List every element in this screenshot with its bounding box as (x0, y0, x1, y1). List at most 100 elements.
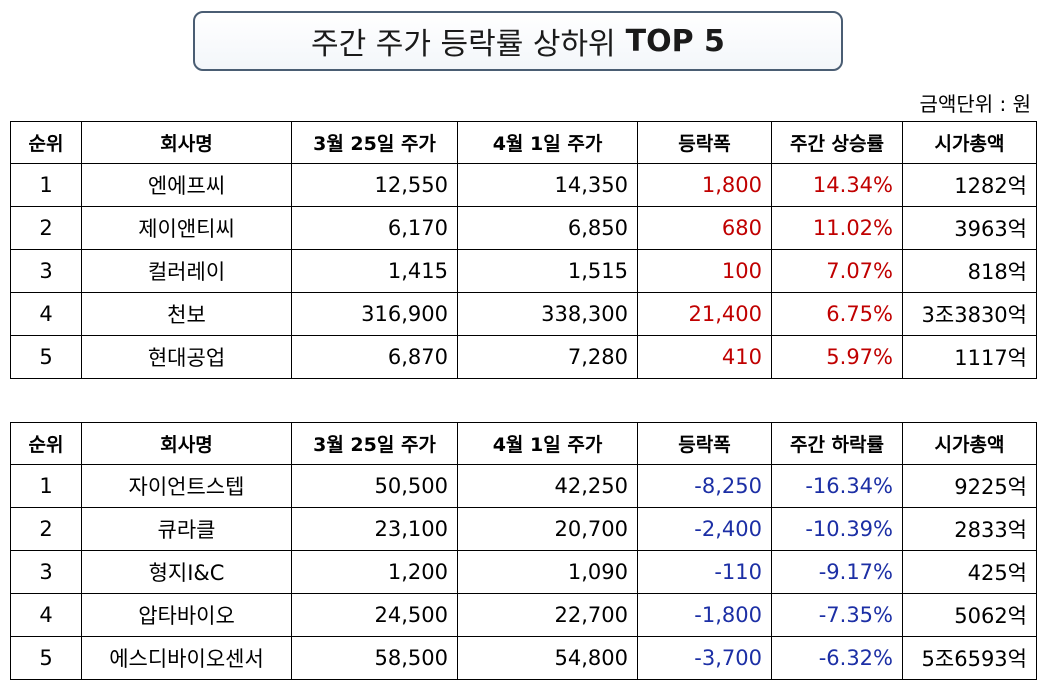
price-mar25-cell: 12,550 (291, 163, 458, 207)
change-cell: 680 (637, 206, 772, 250)
table-row: 4 천보 316,900 338,300 21,400 6.75% 3조3830… (10, 292, 1037, 336)
market-cap-cell: 425억 (902, 550, 1037, 594)
rate-cell: -16.34% (771, 464, 903, 508)
top-gainers-table: 순위 회사명 3월 25일 주가 4월 1일 주가 등락폭 주간 상승률 시가총… (10, 121, 1037, 379)
market-cap-cell: 3조3830억 (902, 292, 1037, 336)
change-cell: -110 (637, 550, 772, 594)
price-apr1-cell: 6,850 (457, 206, 638, 250)
rate-cell: 11.02% (771, 206, 903, 250)
price-apr1-cell: 54,800 (457, 636, 638, 680)
header-price-mar25: 3월 25일 주가 (291, 121, 458, 164)
price-mar25-cell: 24,500 (291, 593, 458, 637)
header-change: 등락폭 (637, 422, 772, 465)
company-cell: 천보 (81, 292, 292, 336)
market-cap-cell: 818억 (902, 249, 1037, 293)
table-row: 1 엔에프씨 12,550 14,350 1,800 14.34% 1282억 (10, 163, 1037, 207)
price-apr1-cell: 7,280 (457, 335, 638, 379)
header-price-apr1: 4월 1일 주가 (457, 121, 638, 164)
price-apr1-cell: 20,700 (457, 507, 638, 551)
header-weekly-fall-rate: 주간 하락률 (771, 422, 903, 465)
market-cap-cell: 2833억 (902, 507, 1037, 551)
title-top5: TOP 5 (625, 23, 725, 59)
page-title: 주간 주가 등락률 상하위 TOP 5 (193, 11, 843, 71)
company-cell: 형지I&C (81, 550, 292, 594)
rate-cell: -10.39% (771, 507, 903, 551)
change-cell: -2,400 (637, 507, 772, 551)
company-cell: 큐라클 (81, 507, 292, 551)
table-header-row: 순위 회사명 3월 25일 주가 4월 1일 주가 등락폭 주간 상승률 시가총… (10, 121, 1037, 164)
header-rank: 순위 (10, 422, 82, 465)
price-apr1-cell: 22,700 (457, 593, 638, 637)
price-apr1-cell: 338,300 (457, 292, 638, 336)
company-cell: 컬러레이 (81, 249, 292, 293)
rank-cell: 1 (10, 464, 82, 508)
header-company: 회사명 (81, 121, 292, 164)
company-cell: 엔에프씨 (81, 163, 292, 207)
market-cap-cell: 5062억 (902, 593, 1037, 637)
market-cap-cell: 1282억 (902, 163, 1037, 207)
title-main: 주간 주가 등락률 상하위 (311, 27, 616, 62)
price-mar25-cell: 1,200 (291, 550, 458, 594)
company-cell: 현대공업 (81, 335, 292, 379)
rate-cell: -7.35% (771, 593, 903, 637)
table-row: 3 형지I&C 1,200 1,090 -110 -9.17% 425억 (10, 550, 1037, 594)
price-mar25-cell: 1,415 (291, 249, 458, 293)
price-mar25-cell: 316,900 (291, 292, 458, 336)
change-cell: 410 (637, 335, 772, 379)
market-cap-cell: 9225억 (902, 464, 1037, 508)
table-row: 4 압타바이오 24,500 22,700 -1,800 -7.35% 5062… (10, 593, 1037, 637)
rank-cell: 2 (10, 206, 82, 250)
amount-unit-label: 금액단위 : 원 (919, 92, 1031, 116)
company-cell: 제이앤티씨 (81, 206, 292, 250)
price-apr1-cell: 1,515 (457, 249, 638, 293)
table-row: 1 자이언트스텝 50,500 42,250 -8,250 -16.34% 92… (10, 464, 1037, 508)
rate-cell: -9.17% (771, 550, 903, 594)
change-cell: -3,700 (637, 636, 772, 680)
rank-cell: 5 (10, 335, 82, 379)
price-mar25-cell: 6,170 (291, 206, 458, 250)
rank-cell: 4 (10, 593, 82, 637)
price-apr1-cell: 1,090 (457, 550, 638, 594)
rank-cell: 3 (10, 249, 82, 293)
price-mar25-cell: 6,870 (291, 335, 458, 379)
header-company: 회사명 (81, 422, 292, 465)
change-cell: -1,800 (637, 593, 772, 637)
company-cell: 자이언트스텝 (81, 464, 292, 508)
rate-cell: -6.32% (771, 636, 903, 680)
market-cap-cell: 5조6593억 (902, 636, 1037, 680)
table-row: 3 컬러레이 1,415 1,515 100 7.07% 818억 (10, 249, 1037, 293)
header-price-apr1: 4월 1일 주가 (457, 422, 638, 465)
table-row: 2 제이앤티씨 6,170 6,850 680 11.02% 3963억 (10, 206, 1037, 250)
change-cell: 1,800 (637, 163, 772, 207)
table-row: 5 현대공업 6,870 7,280 410 5.97% 1117억 (10, 335, 1037, 379)
price-mar25-cell: 50,500 (291, 464, 458, 508)
table-row: 2 큐라클 23,100 20,700 -2,400 -10.39% 2833억 (10, 507, 1037, 551)
rank-cell: 4 (10, 292, 82, 336)
price-apr1-cell: 14,350 (457, 163, 638, 207)
company-cell: 에스디바이오센서 (81, 636, 292, 680)
table-header-row: 순위 회사명 3월 25일 주가 4월 1일 주가 등락폭 주간 하락률 시가총… (10, 422, 1037, 465)
header-market-cap: 시가총액 (902, 121, 1037, 164)
price-mar25-cell: 58,500 (291, 636, 458, 680)
market-cap-cell: 3963억 (902, 206, 1037, 250)
price-apr1-cell: 42,250 (457, 464, 638, 508)
rate-cell: 6.75% (771, 292, 903, 336)
table-row: 5 에스디바이오센서 58,500 54,800 -3,700 -6.32% 5… (10, 636, 1037, 680)
header-price-mar25: 3월 25일 주가 (291, 422, 458, 465)
change-cell: -8,250 (637, 464, 772, 508)
header-rank: 순위 (10, 121, 82, 164)
header-weekly-rise-rate: 주간 상승률 (771, 121, 903, 164)
rank-cell: 5 (10, 636, 82, 680)
price-mar25-cell: 23,100 (291, 507, 458, 551)
company-cell: 압타바이오 (81, 593, 292, 637)
header-market-cap: 시가총액 (902, 422, 1037, 465)
rank-cell: 3 (10, 550, 82, 594)
change-cell: 100 (637, 249, 772, 293)
change-cell: 21,400 (637, 292, 772, 336)
rank-cell: 2 (10, 507, 82, 551)
market-cap-cell: 1117억 (902, 335, 1037, 379)
top-losers-table: 순위 회사명 3월 25일 주가 4월 1일 주가 등락폭 주간 하락률 시가총… (10, 422, 1037, 680)
rate-cell: 7.07% (771, 249, 903, 293)
rank-cell: 1 (10, 163, 82, 207)
rate-cell: 14.34% (771, 163, 903, 207)
